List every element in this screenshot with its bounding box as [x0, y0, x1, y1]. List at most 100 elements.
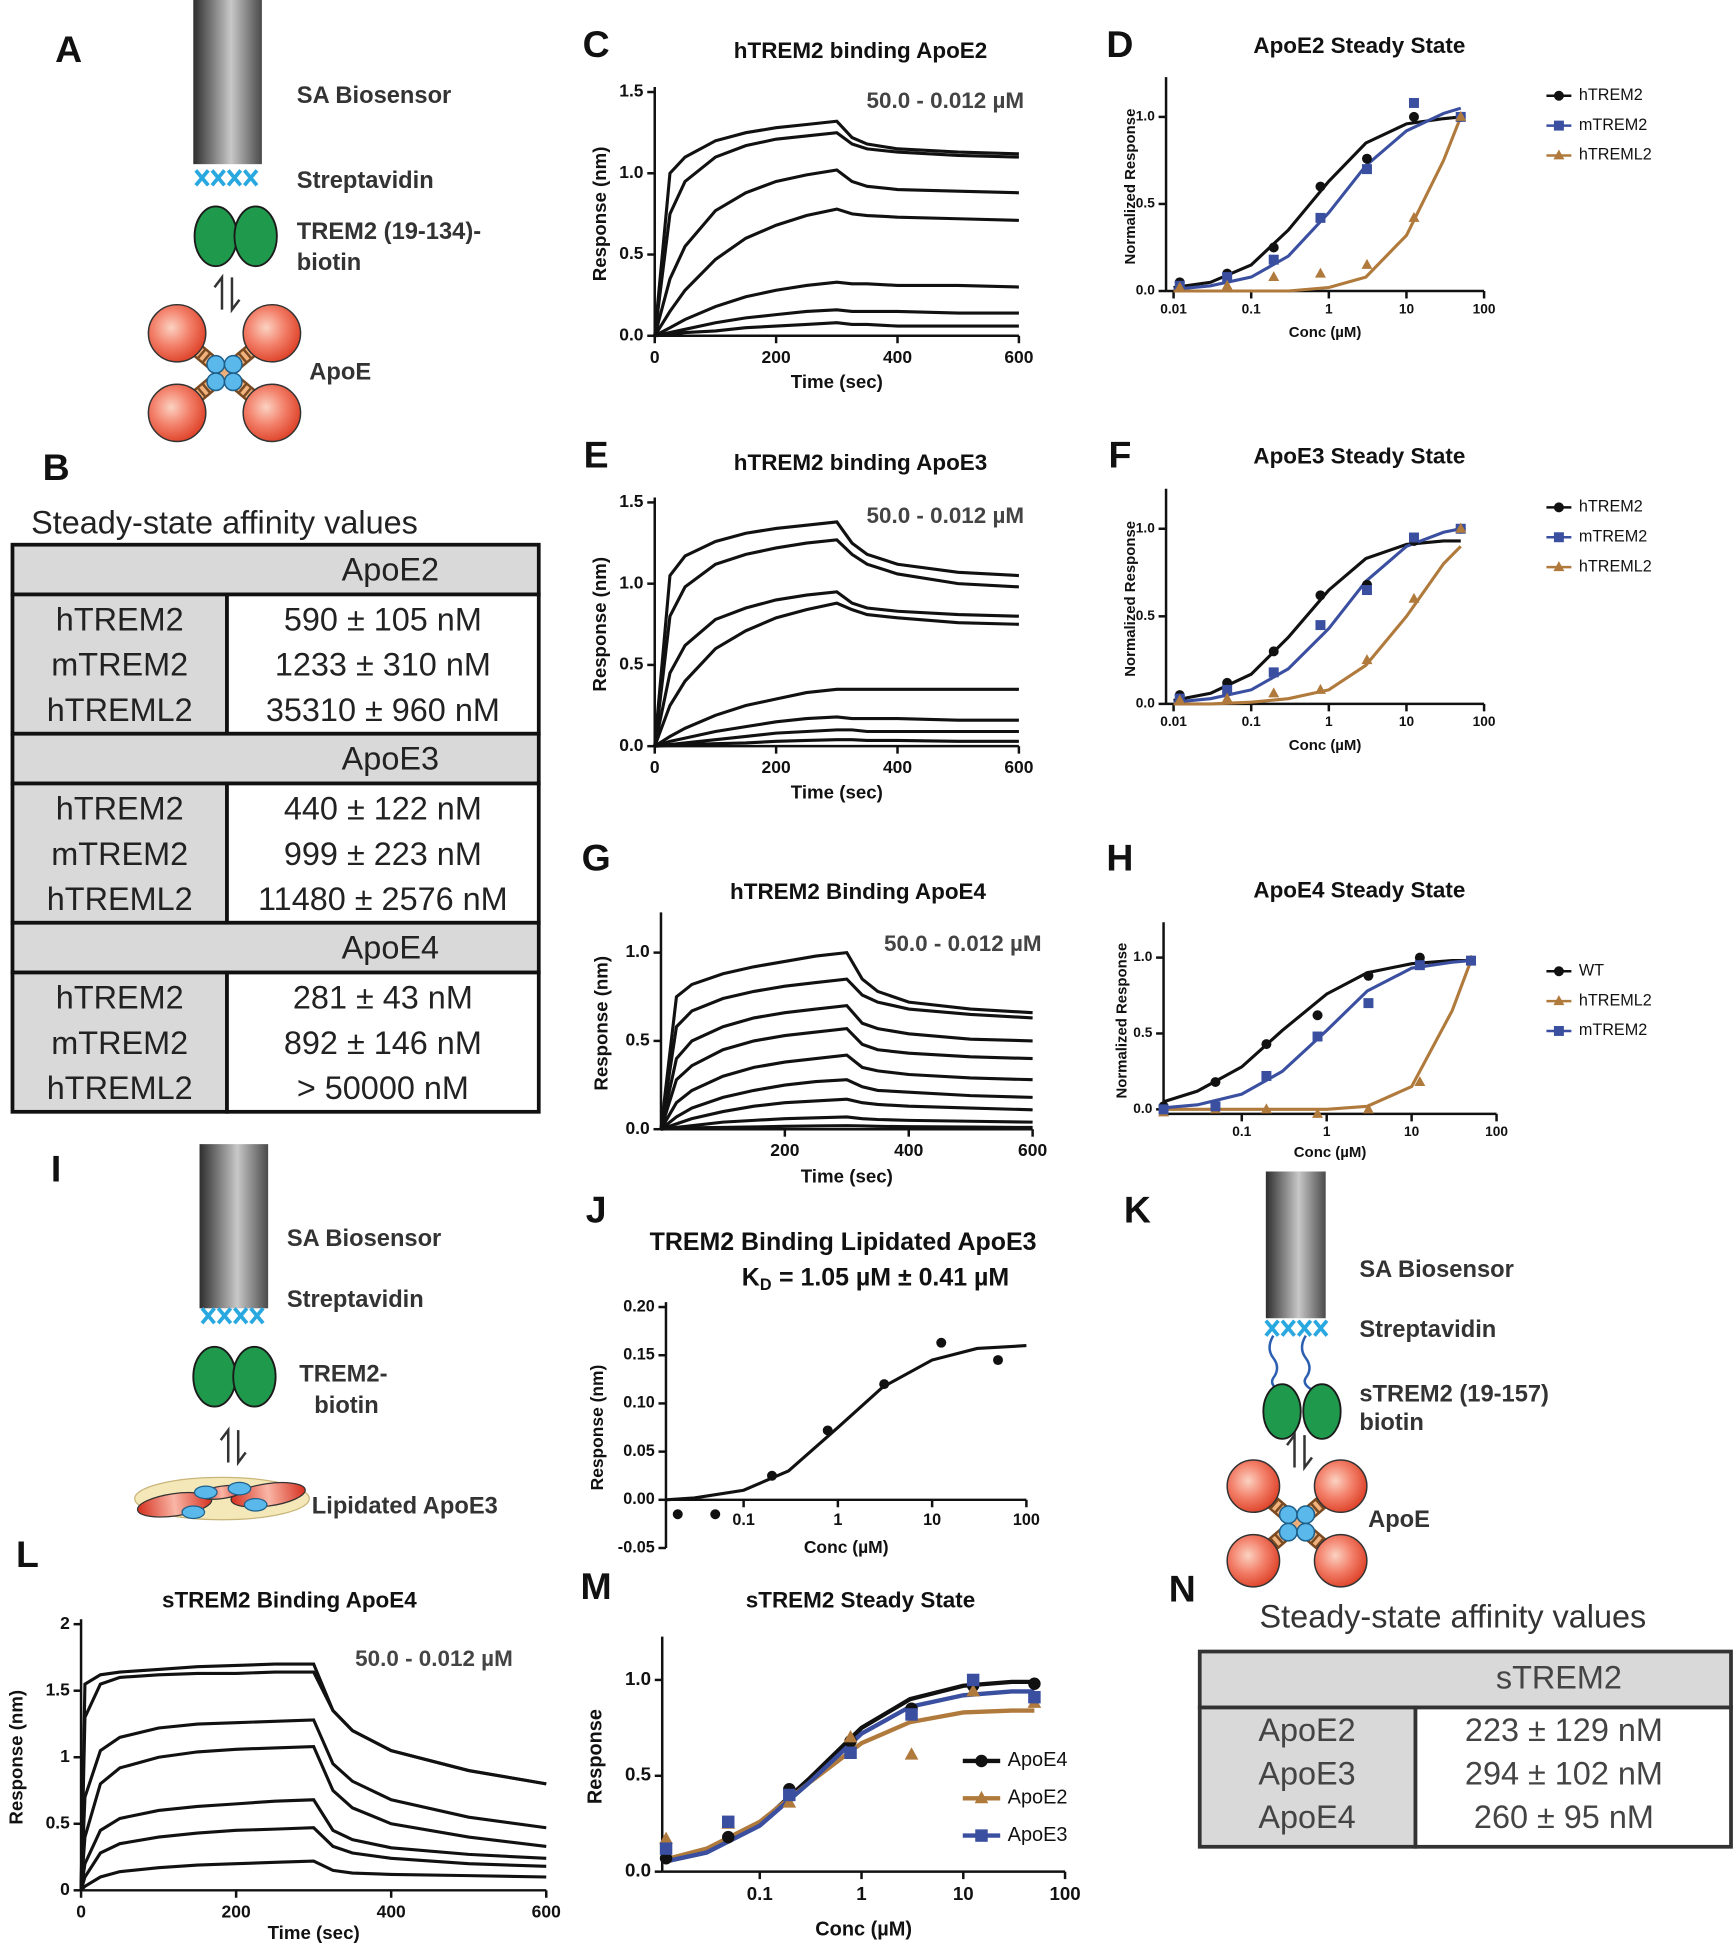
panel-letter: J: [586, 1188, 607, 1230]
table-value: 260 ± 95 nM: [1474, 1799, 1654, 1835]
annotation: 50.0 - 0.012 µM: [867, 503, 1025, 528]
apoe-domain: [1313, 1533, 1368, 1588]
x-axis-label: Conc (µM): [1294, 1144, 1367, 1161]
chart-subtitle: KD = 1.05 µM ± 0.41 µM: [742, 1263, 1009, 1294]
y-tick-label: 0.0: [1136, 283, 1155, 298]
panel-letter: D: [1106, 23, 1133, 65]
marker: [1028, 1677, 1041, 1690]
marker: [1261, 1039, 1272, 1050]
x-tick-label: 100: [1485, 1124, 1508, 1139]
sensorgram-line: [654, 715, 1019, 748]
legend-label: hTREM2: [1579, 498, 1643, 516]
y-tick-label: 0.0: [1136, 696, 1155, 711]
marker: [1268, 646, 1279, 657]
x-tick-label: 100: [1013, 1511, 1040, 1529]
equilibrium-arrow: [236, 1430, 247, 1467]
marker: [879, 1379, 890, 1390]
x-tick-label: 1: [1323, 1124, 1331, 1139]
table-value: 223 ± 129 nM: [1465, 1712, 1663, 1748]
y-tick-label: 1.5: [619, 81, 644, 101]
sensorgram-line: [653, 168, 1019, 337]
fit-line: [1173, 116, 1463, 293]
trem2-domain: [1262, 1383, 1302, 1440]
apoe-core: [1278, 1522, 1298, 1542]
x-tick-label: 600: [1004, 347, 1033, 367]
y-tick-label: 0.0: [625, 1860, 651, 1881]
y-tick-label: 0.5: [625, 1030, 650, 1050]
marker: [1361, 654, 1373, 665]
diagram-label: biotin: [314, 1393, 378, 1419]
y-axis-label: Response (nm): [590, 956, 611, 1091]
x-tick-label: 200: [222, 1901, 251, 1921]
marker: [1361, 164, 1372, 175]
sensorgram-line: [79, 1718, 547, 1891]
sensorgram-line: [659, 1003, 1033, 1130]
marker: [1268, 271, 1280, 282]
diagram-label: sTREM2 (19-157): [1359, 1382, 1549, 1408]
x-tick-label: 0: [650, 347, 660, 367]
table-value-cell: [225, 970, 541, 1114]
diagram-label: Streptavidin: [287, 1287, 424, 1313]
sensorgram-line: [653, 590, 1019, 747]
marker: [1312, 1107, 1324, 1118]
legend-marker: [1553, 561, 1565, 572]
annotation: 50.0 - 0.012 µM: [884, 931, 1042, 956]
sensorgram-line: [659, 950, 1033, 1130]
y-tick-label: 1.0: [625, 1668, 651, 1689]
sensorgram-line: [654, 321, 1019, 338]
table-row-label: ApoE2: [1258, 1712, 1355, 1748]
fit-line: [1173, 115, 1461, 290]
marker: [659, 1842, 673, 1855]
marker: [1361, 585, 1372, 596]
table-row-label: ApoE3: [1258, 1755, 1355, 1791]
y-tick-label: 0.5: [625, 1764, 651, 1785]
biosensor: [199, 1144, 269, 1309]
panel-letter: A: [55, 28, 82, 70]
diagram-label: biotin: [1359, 1410, 1423, 1436]
legend-marker: [1553, 120, 1564, 131]
panel-letter: K: [1124, 1188, 1151, 1230]
marker: [1261, 1070, 1272, 1081]
marker: [1221, 692, 1233, 703]
diagram-label: Streptavidin: [297, 168, 434, 194]
x-axis-label: Time (sec): [791, 781, 883, 802]
legend-label: mTREM2: [1579, 528, 1647, 546]
trem2-domain: [192, 1345, 237, 1408]
sensorgram-line: [79, 1670, 547, 1891]
marker: [843, 1729, 858, 1743]
x-tick-label: 200: [762, 757, 791, 777]
marker: [1408, 111, 1419, 122]
table-value: 892 ± 146 nM: [284, 1025, 482, 1061]
legend-marker: [1553, 502, 1564, 513]
table-title: Steady-state affinity values: [31, 504, 418, 540]
x-tick-label: 200: [762, 347, 791, 367]
sensorgram-line: [654, 738, 1019, 748]
marker: [1314, 683, 1326, 694]
apoe-domain: [242, 383, 302, 443]
streptavidin: [233, 1307, 249, 1325]
panel-letter: H: [1106, 836, 1133, 878]
panel-letter: G: [582, 836, 611, 878]
x-axis-label: Conc (µM): [804, 1537, 889, 1557]
table-header-cell: [10, 542, 541, 597]
x-tick-label: 0.01: [1160, 301, 1187, 316]
y-tick-label: -0.05: [618, 1538, 655, 1556]
marker: [1268, 254, 1279, 265]
diagram-label: SA Biosensor: [1359, 1257, 1513, 1283]
annotation: 50.0 - 0.012 µM: [867, 88, 1025, 113]
chart-title: sTREM2 Binding ApoE4: [162, 1588, 417, 1613]
fit-line: [1173, 527, 1462, 704]
panel-letter: F: [1108, 434, 1131, 476]
y-tick-label: 1.0: [619, 162, 643, 182]
apoe-domain: [147, 303, 207, 363]
equilibrium-arrow: [1286, 1431, 1296, 1468]
marker: [1363, 998, 1374, 1009]
table-header: ApoE3: [342, 741, 439, 777]
marker: [767, 1470, 777, 1481]
panel-letter: L: [16, 1533, 39, 1575]
legend-label: mTREM2: [1579, 1021, 1647, 1039]
sensorgram-line: [653, 601, 1019, 747]
y-tick-label: 0.5: [619, 243, 644, 263]
x-tick-label: 0: [76, 1901, 86, 1921]
